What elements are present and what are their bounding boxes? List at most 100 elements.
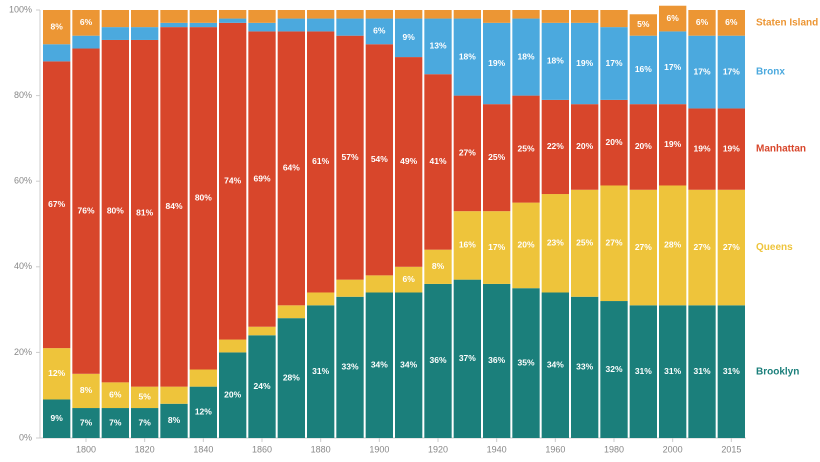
data-label: 31% [664,366,681,376]
data-label: 67% [48,199,65,209]
data-label: 12% [48,368,65,378]
data-label: 20% [224,389,241,399]
bar-segment [43,10,71,45]
bar-segment [453,279,481,438]
y-tick-label: 40% [14,261,32,271]
bar-segment [307,10,335,19]
data-label: 33% [576,362,593,372]
data-label: 25% [517,143,534,153]
bar-segment [336,10,364,19]
bar-segment [336,296,364,438]
y-tick-label: 100% [9,4,32,14]
bar-segment [717,305,745,438]
bar-segment [541,22,569,100]
data-label: 34% [547,359,564,369]
data-label: 27% [693,242,710,252]
data-label: 20% [635,141,652,151]
bar-segment [571,22,599,105]
data-label: 27% [723,242,740,252]
data-label: 19% [693,143,710,153]
data-label: 22% [547,141,564,151]
data-label: 35% [517,357,534,367]
bar-segment [365,10,393,19]
bar-segment [717,35,745,109]
x-tick-label: 1960 [545,444,565,454]
bar-segment [365,275,393,293]
bar-segment [600,99,628,186]
data-label: 80% [107,205,124,215]
data-label: 7% [109,417,122,427]
bar-segment [248,10,276,23]
data-label: 23% [547,238,564,248]
data-label: 18% [547,56,564,66]
bar-segment [336,18,364,36]
data-label: 74% [224,175,241,185]
x-tick-label: 1900 [369,444,389,454]
bar-segment [512,10,540,19]
x-tick-label: 1800 [76,444,96,454]
bar-segment [219,352,247,438]
bar-segment [483,211,511,284]
data-label: 6% [667,13,680,23]
bar-segment [424,283,452,438]
data-label: 27% [459,148,476,158]
data-label: 17% [605,58,622,68]
data-label: 8% [80,385,93,395]
data-label: 54% [371,154,388,164]
data-label: 31% [693,366,710,376]
bar-segment [277,18,305,32]
bar-segment [43,44,71,62]
bar-segment [307,31,335,293]
bar-segment [160,27,188,387]
bar-segment [541,10,569,23]
data-label: 24% [253,381,270,391]
bar-segment [307,305,335,438]
bar-segment [571,104,599,190]
bar-segment [72,408,100,438]
bar-segment [277,10,305,19]
data-label: 16% [459,240,476,250]
legend-label: Staten Island [756,17,818,28]
bar-segment [365,18,393,45]
data-label: 49% [400,156,417,166]
bar-segment [629,14,657,36]
x-tick-label: 1840 [193,444,213,454]
bar-segment [248,335,276,438]
data-label: 5% [139,392,152,402]
bar-segment [189,22,217,28]
bar-segment [160,403,188,438]
data-label: 19% [488,58,505,68]
x-tick-label: 2015 [721,444,741,454]
bar-segment [307,18,335,32]
bar-segment [453,211,481,280]
bar-segment [629,189,657,306]
data-label: 34% [371,359,388,369]
data-label: 81% [136,208,153,218]
bar-segment [483,283,511,438]
bar-segment [395,292,423,438]
bar-segment [189,27,217,370]
data-label: 19% [664,139,681,149]
bar-segment [424,249,452,284]
data-label: 31% [723,366,740,376]
bar-segment [72,10,100,36]
bar-segment [248,31,276,327]
data-label: 17% [693,66,710,76]
bar-segment [688,108,716,190]
data-label: 6% [80,17,93,27]
bar-segment [453,10,481,19]
bar-segment [248,326,276,336]
bar-segment [219,22,247,340]
bar-segment [395,266,423,293]
bar-segment [131,27,159,40]
data-label: 17% [723,66,740,76]
bar-segment [72,48,100,374]
data-label: 13% [429,41,446,51]
data-label: 8% [51,21,64,31]
data-label: 31% [312,366,329,376]
data-label: 8% [168,415,181,425]
data-label: 6% [696,17,709,27]
bar-segment [571,189,599,297]
bar-segment [717,108,745,190]
data-label: 20% [605,137,622,147]
